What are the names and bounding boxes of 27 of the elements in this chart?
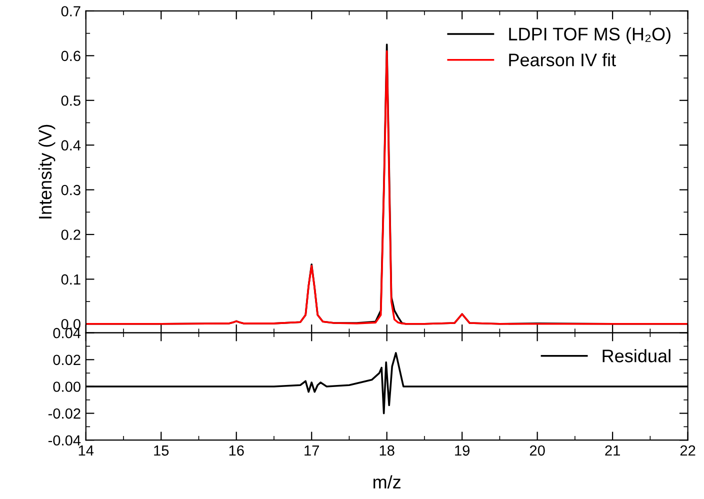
y-tick-label: -0.04 — [48, 435, 81, 446]
x-tick-label: 18 — [380, 445, 394, 456]
y-tick-label: 0.4 — [61, 140, 81, 151]
y-tick-label: 0.04 — [53, 328, 81, 338]
x-axis-title: m/z — [374, 475, 400, 489]
y-tick-label: 0.5 — [61, 95, 80, 106]
legend-label: LDPI TOF MS (H₂O) — [509, 27, 670, 44]
y-tick-label: 0.6 — [61, 50, 80, 62]
y-tick-label: 0.1 — [61, 274, 80, 285]
y-tick-label: 0.7 — [61, 6, 80, 16]
x-tick-label: 22 — [680, 445, 696, 456]
legend-label: Pearson IV fit — [509, 53, 616, 66]
legend-label: Residual — [602, 349, 670, 362]
x-tick-label: 19 — [455, 445, 470, 456]
x-tick-label: 14 — [78, 446, 94, 456]
x-tick-label: 17 — [304, 446, 319, 456]
y-tick-label: 0.02 — [53, 354, 80, 366]
x-tick-label: 21 — [605, 445, 620, 456]
y-tick-label: 0.0 — [61, 318, 80, 330]
x-tick-label: 16 — [229, 445, 244, 456]
y-tick-label: 0.2 — [61, 230, 80, 240]
x-tick-label: 15 — [154, 446, 169, 456]
y-tick-label: 0.00 — [53, 382, 80, 392]
y-tick-label: 0.3 — [61, 184, 80, 196]
y-tick-label: -0.02 — [48, 408, 80, 419]
x-tick-label: 20 — [530, 445, 545, 456]
y-axis-title: Intensity (V) — [38, 124, 56, 218]
